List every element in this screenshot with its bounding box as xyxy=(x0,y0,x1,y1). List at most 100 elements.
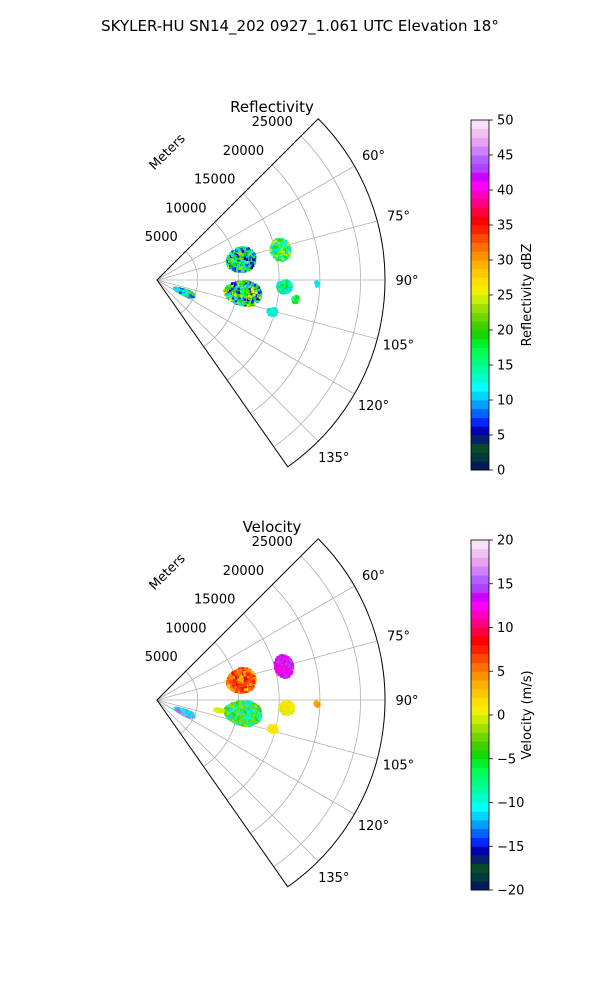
colorbar-swatch xyxy=(471,303,489,313)
colorbar-tick-label: 30 xyxy=(497,254,514,269)
colorbar-swatch xyxy=(471,365,489,375)
echo-gate xyxy=(247,264,251,268)
echo-gate xyxy=(245,286,249,289)
echo-gate xyxy=(229,287,232,290)
echo-gate xyxy=(270,309,274,312)
echo-gate xyxy=(232,251,236,254)
echo-gate xyxy=(236,252,239,256)
echo-gate xyxy=(293,299,296,302)
echo-gate xyxy=(279,287,282,291)
colorbar-tick-label: 45 xyxy=(497,149,514,164)
radial-tick-label: 20000 xyxy=(223,144,264,159)
echo-gate xyxy=(226,289,229,292)
echo-gate xyxy=(257,298,261,301)
colorbar-swatch xyxy=(471,443,489,453)
echo-gate xyxy=(251,290,255,293)
colorbar-swatch xyxy=(471,391,489,401)
echo-gate xyxy=(249,264,252,267)
echo-gate xyxy=(238,257,241,261)
echo-gate xyxy=(228,258,232,262)
echo-gate xyxy=(233,284,236,288)
echo-gate xyxy=(239,255,243,258)
echo-gate xyxy=(192,293,195,296)
echo-gate xyxy=(273,313,276,316)
echo-gate xyxy=(248,250,252,254)
echo-gate xyxy=(185,290,189,293)
echo-gate xyxy=(277,257,280,260)
echo-gate xyxy=(249,296,252,300)
echo-gate xyxy=(284,243,288,246)
echo-gate xyxy=(275,254,279,258)
echo-gate xyxy=(231,297,235,300)
azimuth-gridline xyxy=(156,585,355,701)
echo-gate xyxy=(250,266,254,269)
echo-gate xyxy=(256,297,259,301)
colorbar-swatch xyxy=(471,417,489,427)
echo-gate xyxy=(295,295,298,299)
azimuth-gridline xyxy=(156,220,378,281)
echo-gate xyxy=(277,242,281,245)
echo-gate xyxy=(236,295,240,298)
colorbar-swatch xyxy=(471,181,489,191)
echo-gate xyxy=(239,267,242,270)
range-ring xyxy=(250,584,321,834)
colorbar-swatch xyxy=(471,356,489,366)
echo-gate xyxy=(274,252,278,255)
echo-gate xyxy=(241,283,245,286)
echo-gate xyxy=(277,247,280,251)
echo-gate xyxy=(233,264,237,268)
echo-gate xyxy=(279,242,282,246)
echo-gate xyxy=(186,292,189,296)
echo-gate xyxy=(240,259,243,263)
echo-gate xyxy=(280,239,283,242)
echo-gate xyxy=(238,249,241,253)
echo-gate xyxy=(224,293,228,296)
colorbar-swatch xyxy=(471,338,489,348)
echo-gate xyxy=(248,294,251,298)
echo-gate xyxy=(286,288,290,291)
echo-gate xyxy=(286,242,290,245)
azimuth-tick-label: 120° xyxy=(358,399,389,414)
echo-gate xyxy=(249,302,253,306)
echo-gate xyxy=(237,263,240,267)
echo-gate xyxy=(238,297,241,301)
echo-gate xyxy=(286,290,289,293)
echo-gate xyxy=(242,262,246,266)
echo-gate xyxy=(254,291,258,295)
echo-gate xyxy=(229,257,233,260)
echo-gate xyxy=(238,299,241,302)
echo-gate xyxy=(176,289,180,292)
echo-gate xyxy=(276,258,280,262)
echo-gate xyxy=(238,282,242,286)
echo-gate xyxy=(230,287,234,291)
echo-gate xyxy=(244,302,247,305)
echo-gate xyxy=(283,282,287,285)
echo-gate xyxy=(267,311,270,314)
echo-gate xyxy=(297,297,300,301)
azimuth-gridline xyxy=(156,165,355,281)
echo-gate xyxy=(174,287,178,291)
colorbar-swatch xyxy=(471,330,489,340)
echo-gate xyxy=(253,297,256,300)
colorbar-tick-label: 40 xyxy=(497,184,514,199)
echo-gate xyxy=(240,299,244,303)
echo-gate xyxy=(283,241,286,244)
echo-gate xyxy=(243,296,247,299)
echo-gate xyxy=(235,265,238,269)
radial-tick-label: 5000 xyxy=(145,230,178,245)
echo-gate xyxy=(276,285,279,288)
echo-gate xyxy=(181,290,185,293)
echo-gate xyxy=(241,257,244,261)
echo-gate xyxy=(189,294,192,297)
echo-gate xyxy=(315,282,318,286)
echo-gate xyxy=(238,265,241,268)
echo-gate xyxy=(185,294,188,297)
echo-gate xyxy=(283,248,287,251)
echo-gate xyxy=(289,284,293,288)
azimuth-tick-label: 105° xyxy=(383,339,414,354)
colorbar-swatch xyxy=(471,286,489,296)
echo-gate xyxy=(240,292,244,296)
echo-gate xyxy=(252,252,255,256)
echo-gate xyxy=(315,284,319,288)
echo-gate xyxy=(178,289,182,293)
